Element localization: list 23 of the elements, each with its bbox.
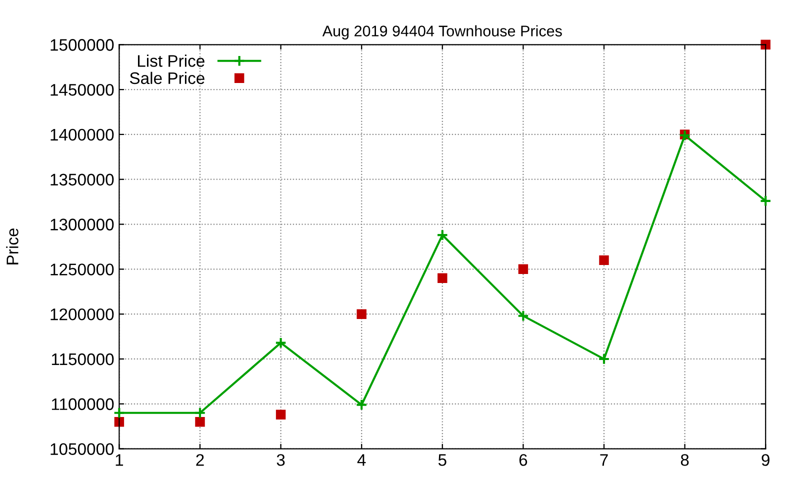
legend-label: List Price	[138, 54, 204, 67]
y-axis-title: Price	[6, 228, 18, 264]
y-tick-label: 1050000	[50, 443, 114, 456]
legend-label: Sale Price	[130, 72, 204, 84]
y-tick-label: 1200000	[50, 308, 114, 320]
x-tick-label: 1	[116, 454, 124, 466]
x-tick-label: 7	[600, 454, 608, 466]
y-tick-label: 1350000	[50, 174, 114, 186]
x-tick-label: 6	[519, 454, 528, 466]
y-tick-label: 1300000	[50, 218, 114, 230]
y-tick-label: 1400000	[50, 128, 114, 141]
x-tick-label: 3	[276, 454, 285, 466]
x-tick-label: 4	[357, 454, 366, 466]
y-tick-label: 1250000	[50, 264, 114, 276]
x-tick-label: 9	[762, 454, 770, 466]
y-tick-label: 1100000	[52, 398, 114, 410]
y-tick-label: 1150000	[52, 353, 114, 366]
chart-title: Aug 2019 94404 Townhouse Prices	[322, 25, 562, 40]
x-tick-label: 8	[680, 454, 689, 466]
y-tick-label: 1500000	[50, 39, 114, 51]
y-tick-label: 1450000	[50, 84, 114, 96]
x-tick-label: 5	[438, 454, 446, 466]
x-tick-label: 2	[196, 454, 204, 466]
